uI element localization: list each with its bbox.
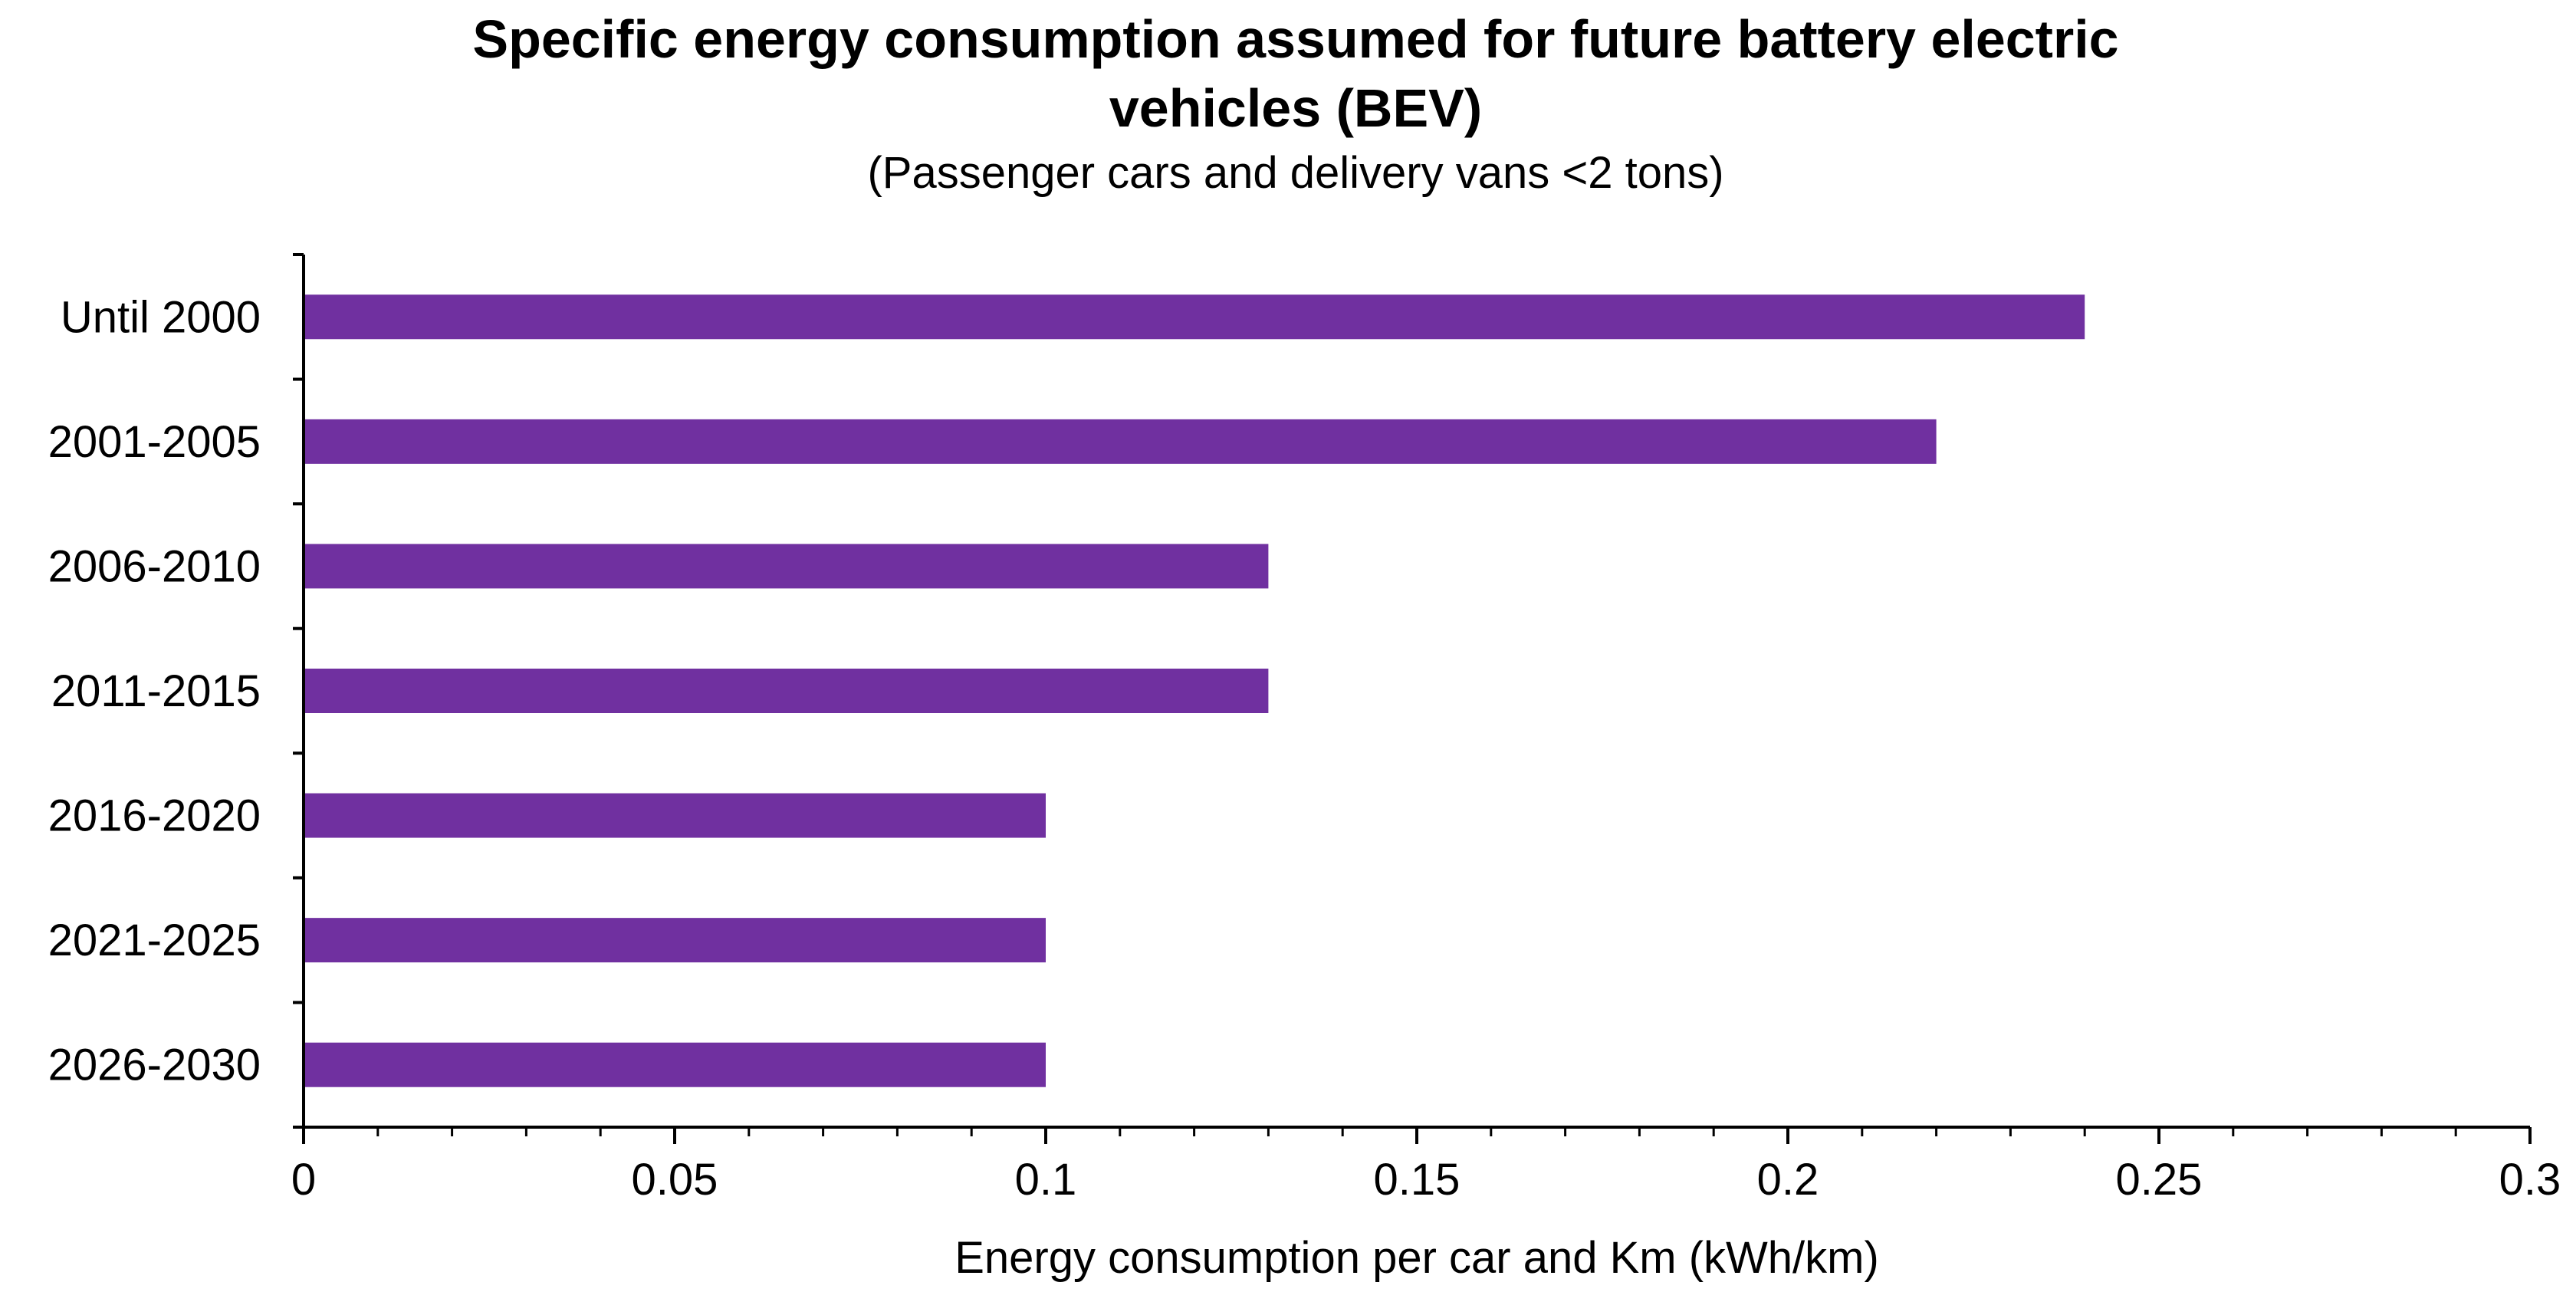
bar-2006-2010 xyxy=(304,544,1269,589)
y-tick-label: 2026-2030 xyxy=(48,1041,261,1090)
bar-2016-2020 xyxy=(304,793,1046,838)
y-tick-label: 2016-2020 xyxy=(48,791,261,841)
y-tick-label: Until 2000 xyxy=(61,292,261,342)
bar-2011-2015 xyxy=(304,669,1269,713)
x-tick-label: 0 xyxy=(291,1155,316,1205)
x-tick-label: 0.15 xyxy=(1374,1155,1460,1205)
bar-2001-2005 xyxy=(304,419,1937,464)
x-tick-label: 0.25 xyxy=(2116,1155,2203,1205)
plot-area: Until 2000 2001-2005 2006-2010 2011-2015 201… xyxy=(48,253,2561,1205)
y-tick-label: 2021-2025 xyxy=(48,916,261,965)
x-tick-label: 0.3 xyxy=(2499,1155,2561,1205)
chart-title-line-2: vehicles (BEV) xyxy=(1109,78,1482,138)
y-tick-label: 2006-2010 xyxy=(48,541,261,591)
x-tick-label: 0.05 xyxy=(632,1155,718,1205)
bar-series xyxy=(304,294,2085,1087)
y-axis: Until 2000 2001-2005 2006-2010 2011-2015 201… xyxy=(48,253,305,1129)
chart-title-group: Specific energy consumption assumed for … xyxy=(472,9,2118,198)
bar-2021-2025 xyxy=(304,918,1046,963)
chart-title-line-1: Specific energy consumption assumed for … xyxy=(472,9,2118,69)
x-tick-label: 0.2 xyxy=(1757,1155,1819,1205)
chart-subtitle: (Passenger cars and delivery vans <2 ton… xyxy=(867,148,1723,198)
x-tick-label: 0.1 xyxy=(1015,1155,1077,1205)
y-tick-label: 2001-2005 xyxy=(48,417,261,467)
bar-until-2000 xyxy=(304,294,2085,340)
x-axis: 0 0.05 0.1 0.15 0.2 0.25 0.3 xyxy=(291,1126,2561,1205)
x-axis-title: Energy consumption per car and Km (kWh/k… xyxy=(955,1233,1879,1283)
bar-2026-2030 xyxy=(304,1042,1046,1087)
y-tick-label: 2011-2015 xyxy=(51,666,261,716)
